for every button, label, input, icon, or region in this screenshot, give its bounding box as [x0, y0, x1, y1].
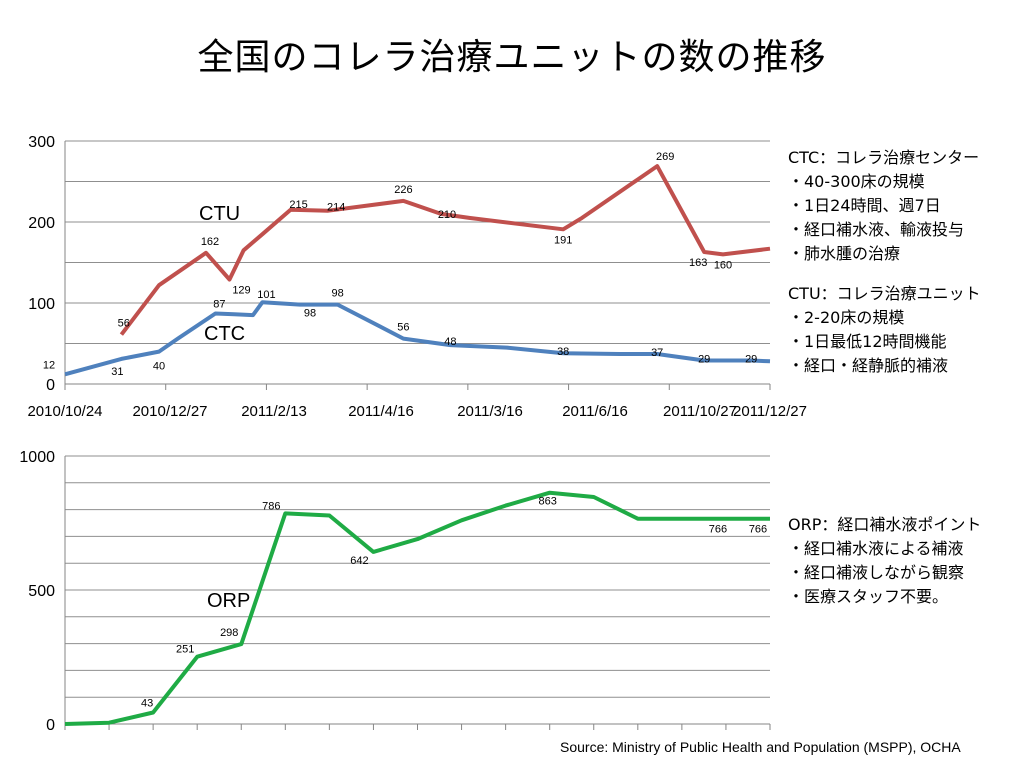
- data-label: 56: [118, 318, 130, 330]
- series-label-ctu: CTU: [199, 203, 240, 225]
- y-tick-label: 1000: [19, 449, 55, 466]
- data-label: 48: [444, 336, 456, 348]
- note-line: ・経口補液しながら観察: [788, 563, 965, 582]
- data-label: 56: [397, 322, 409, 334]
- y-tick-label: 300: [28, 134, 55, 151]
- data-label: 642: [350, 555, 368, 567]
- data-label: 31: [111, 366, 123, 378]
- note-line: ・1日最低12時間機能: [788, 332, 947, 351]
- data-label: 129: [232, 285, 250, 297]
- x-tick-label: 2010/10/24: [27, 403, 102, 420]
- data-label: 98: [331, 288, 343, 300]
- data-label: 298: [220, 627, 238, 639]
- data-label: 160: [714, 259, 732, 271]
- ctu-note: CTU：コレラ治療ユニット ・2-20床の規模 ・1日最低12時間機能 ・経口・…: [788, 282, 981, 378]
- data-label: 215: [289, 199, 307, 211]
- series-line-orp: [64, 490, 770, 726]
- x-tick-label: 2010/12/27: [132, 403, 207, 420]
- note-line: ・2-20床の規模: [788, 308, 905, 327]
- note-line: ・経口・経静脈的補液: [788, 356, 949, 375]
- data-label: 766: [709, 524, 727, 536]
- data-label: 12: [43, 359, 55, 371]
- data-label: 43: [141, 697, 153, 709]
- source-caption: Source: Ministry of Public Health and Po…: [560, 739, 961, 755]
- y-tick-label: 500: [28, 583, 55, 600]
- data-label: 863: [539, 496, 557, 508]
- data-label: 87: [213, 299, 225, 311]
- data-label: 269: [656, 151, 674, 163]
- x-tick-label: 2011/10/27: [663, 403, 737, 420]
- data-label: 38: [557, 346, 569, 358]
- data-label: 162: [201, 236, 219, 248]
- data-label: 163: [689, 257, 707, 269]
- x-tick-label: 2011/3/16: [457, 403, 523, 420]
- data-label: 251: [176, 644, 194, 656]
- page-title: 全国のコレラ治療ユニットの数の推移: [197, 37, 827, 78]
- note-line: ・医療スタッフ不要。: [788, 587, 949, 606]
- note-line: ・1日24時間、週7日: [788, 196, 941, 215]
- data-label: 29: [698, 354, 710, 366]
- note-line: CTU：コレラ治療ユニット: [788, 284, 981, 303]
- x-tick-label: 2011/12/27: [733, 403, 807, 420]
- orp-note: ORP：経口補水液ポイント ・経口補水液による補液 ・経口補液しながら観察 ・医…: [788, 513, 981, 609]
- note-line: ・経口補水液、輸液投与: [788, 220, 965, 239]
- note-line: ORP：経口補水液ポイント: [788, 515, 982, 534]
- y-tick-label: 0: [46, 717, 55, 734]
- x-tick-label: 2011/4/16: [348, 403, 414, 420]
- ctc-note: CTC：コレラ治療センター ・40-300床の規模 ・1日24時間、週7日 ・経…: [788, 146, 979, 266]
- data-label: 29: [745, 354, 757, 366]
- note-line: CTC：コレラ治療センター: [788, 148, 980, 167]
- data-label: 226: [394, 184, 412, 196]
- note-line: ・肺水腫の治療: [788, 244, 901, 263]
- note-line: ・40-300床の規模: [788, 172, 925, 191]
- series-line-ctc: [64, 300, 771, 377]
- x-tick-label: 2011/6/16: [562, 403, 628, 420]
- series-label-ctc: CTC: [204, 323, 245, 345]
- data-label: 101: [257, 289, 275, 301]
- y-tick-label: 100: [28, 296, 55, 313]
- series-line-ctu: [119, 164, 771, 336]
- data-label: 98: [304, 308, 316, 320]
- x-tick-label: 2011/2/13: [241, 403, 307, 420]
- y-tick-label: 0: [46, 377, 55, 394]
- data-label: 37: [651, 347, 663, 359]
- note-line: ・経口補水液による補液: [788, 539, 964, 558]
- series-label-orp: ORP: [207, 590, 250, 612]
- data-label: 766: [749, 524, 767, 536]
- data-label: 214: [327, 202, 345, 214]
- y-tick-label: 200: [28, 215, 55, 232]
- data-label: 40: [153, 361, 165, 373]
- data-label: 786: [262, 500, 280, 512]
- data-label: 191: [554, 234, 572, 246]
- data-label: 210: [438, 209, 456, 221]
